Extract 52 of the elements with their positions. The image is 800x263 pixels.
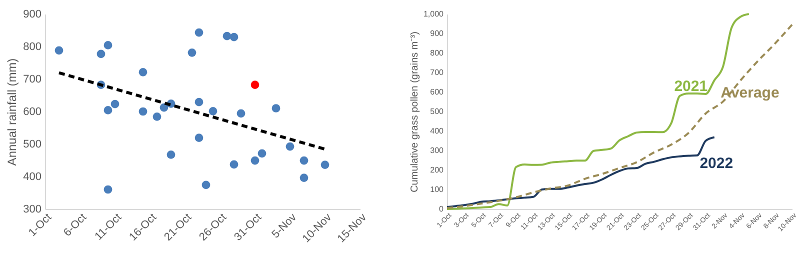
y-tick-label: 300	[23, 204, 42, 216]
y-tick-label: 700	[23, 74, 42, 86]
point	[104, 106, 112, 114]
y-tick-label: 300	[430, 146, 444, 155]
point	[110, 100, 120, 108]
point	[258, 149, 266, 158]
point	[96, 50, 106, 58]
point	[188, 48, 196, 57]
point	[250, 80, 260, 90]
point	[320, 160, 330, 169]
y-tick-label: 400	[23, 171, 42, 183]
y-tick-label: 100	[430, 185, 444, 194]
series-label: 2021	[674, 78, 708, 95]
series-label: 2022	[700, 155, 734, 172]
point	[138, 68, 148, 76]
y-tick-label: 400	[430, 126, 444, 136]
point	[166, 150, 176, 159]
point	[230, 32, 238, 42]
y-axis-title: Annual rainfall (mm)	[5, 58, 20, 166]
point	[272, 104, 280, 112]
y-tick-label: 200	[430, 166, 444, 174]
point	[300, 174, 308, 182]
y-tick-label: 700	[430, 68, 444, 77]
y-tick-label: 800	[23, 41, 42, 53]
point	[160, 103, 168, 112]
y-tick-label: 0	[439, 204, 444, 214]
y-tick-label: 1,000	[423, 10, 444, 18]
point	[104, 41, 112, 50]
y-tick-label: 600	[430, 88, 444, 96]
point	[202, 180, 210, 190]
point	[300, 156, 308, 165]
y-tick-label: 500	[430, 107, 444, 116]
y-tick-label: 600	[23, 106, 42, 118]
point	[152, 112, 162, 121]
point	[222, 32, 232, 40]
point	[250, 156, 260, 165]
y-tick-label: 900	[430, 29, 444, 38]
series-label: Average	[720, 84, 780, 102]
point	[230, 160, 238, 169]
y-tick-label: 800	[430, 48, 444, 58]
point	[104, 185, 112, 194]
point	[194, 134, 204, 142]
point	[194, 98, 204, 106]
point	[54, 46, 64, 55]
point	[208, 107, 218, 116]
y-tick-label: 500	[23, 138, 42, 150]
point	[194, 28, 204, 37]
point	[236, 109, 246, 118]
point	[286, 142, 294, 151]
point	[138, 107, 148, 116]
y-axis-title: Cumulative grass pollen (grains m⁻³)	[409, 32, 420, 192]
y-tick-label: 900	[23, 8, 42, 20]
